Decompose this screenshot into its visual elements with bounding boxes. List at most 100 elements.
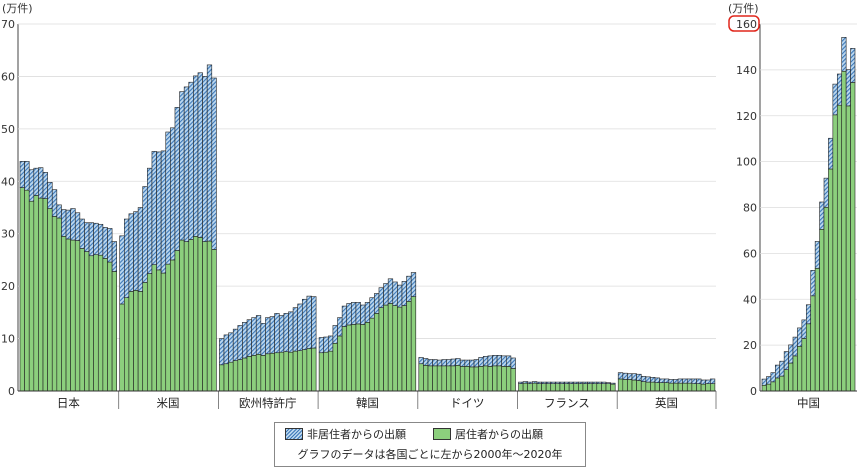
bar-resident bbox=[686, 382, 693, 392]
y-tick-label: 80 bbox=[743, 202, 757, 215]
bar-resident bbox=[823, 206, 829, 392]
bar-nonresident bbox=[38, 167, 44, 199]
legend-item-nonresident: 非居住者からの出願 bbox=[285, 426, 406, 442]
bar-resident bbox=[591, 383, 598, 392]
bar-nonresident bbox=[288, 311, 294, 353]
bar-nonresident bbox=[810, 270, 816, 297]
bar-nonresident bbox=[328, 335, 334, 352]
bar-nonresident bbox=[522, 381, 529, 384]
bar-nonresident bbox=[418, 357, 424, 365]
bar-nonresident bbox=[423, 358, 429, 366]
bar-resident bbox=[640, 381, 647, 392]
bar-nonresident bbox=[819, 201, 825, 230]
bar-nonresident bbox=[383, 283, 389, 306]
bar-nonresident bbox=[455, 358, 461, 366]
bar-nonresident bbox=[823, 177, 829, 208]
bar-nonresident bbox=[42, 172, 48, 199]
bar-resident bbox=[766, 383, 772, 392]
bar-resident bbox=[211, 249, 217, 392]
bar-nonresident bbox=[850, 48, 856, 83]
category-label: 韓国 bbox=[356, 396, 379, 410]
bar-nonresident bbox=[845, 69, 851, 107]
bar-nonresident bbox=[107, 228, 113, 263]
y-tick-label: 0 bbox=[750, 385, 757, 398]
bar-nonresident bbox=[501, 355, 507, 367]
bar-resident bbox=[28, 200, 35, 392]
bar-resident bbox=[496, 365, 502, 392]
bar-resident bbox=[174, 250, 180, 392]
bar-nonresident bbox=[341, 305, 348, 327]
bar-resident bbox=[292, 350, 298, 392]
bar-resident bbox=[532, 382, 538, 392]
bar-resident bbox=[74, 240, 81, 392]
bar-resident bbox=[288, 351, 294, 392]
bar-resident bbox=[51, 216, 58, 392]
bar-resident bbox=[446, 365, 452, 392]
bar-resident bbox=[541, 383, 547, 392]
bar-nonresident bbox=[482, 356, 489, 367]
bar-resident bbox=[705, 383, 711, 392]
bar-nonresident bbox=[301, 298, 308, 350]
bar-resident bbox=[828, 168, 834, 392]
bar-resident bbox=[193, 236, 199, 392]
bar-resident bbox=[464, 366, 470, 392]
bar-resident bbox=[170, 259, 176, 392]
bar-nonresident bbox=[128, 213, 134, 292]
bar-nonresident bbox=[788, 344, 794, 364]
bar-resident bbox=[459, 366, 466, 392]
bar-nonresident bbox=[297, 303, 303, 351]
bar-nonresident bbox=[659, 378, 665, 383]
bar-resident bbox=[42, 198, 48, 392]
bar-resident bbox=[783, 369, 789, 392]
bar-nonresident bbox=[473, 359, 479, 368]
bar-nonresident bbox=[691, 378, 697, 384]
bar-nonresident bbox=[401, 281, 407, 306]
bar-resident bbox=[700, 383, 706, 392]
bar-resident bbox=[223, 363, 229, 392]
bar-nonresident bbox=[406, 275, 412, 302]
bar-nonresident bbox=[346, 303, 352, 326]
bar-resident bbox=[206, 240, 213, 392]
bar-nonresident bbox=[206, 64, 213, 242]
y-tick-label: 0 bbox=[8, 385, 15, 398]
bar-nonresident bbox=[51, 189, 58, 217]
bar-resident bbox=[364, 322, 371, 392]
bar-nonresident bbox=[596, 381, 602, 384]
bar-nonresident bbox=[545, 381, 552, 384]
bar-resident bbox=[788, 362, 794, 392]
bar-nonresident bbox=[251, 317, 257, 356]
bar-resident bbox=[228, 361, 234, 392]
bar-resident bbox=[492, 365, 498, 392]
bar-nonresident bbox=[469, 359, 475, 368]
bar-nonresident bbox=[228, 332, 234, 363]
bar-resident bbox=[133, 290, 139, 392]
bar-nonresident bbox=[446, 359, 452, 367]
bar-nonresident bbox=[555, 381, 561, 384]
legend-note: グラフのデータは各国ごとに左から2000年〜2020年 bbox=[297, 448, 563, 461]
bar-nonresident bbox=[79, 218, 85, 249]
bar-nonresident bbox=[536, 381, 542, 384]
bar-nonresident bbox=[33, 167, 39, 196]
bar-resident bbox=[627, 379, 633, 392]
y-tick-label: 70 bbox=[1, 18, 15, 31]
bar-resident bbox=[582, 383, 588, 392]
bar-resident bbox=[659, 382, 665, 392]
y-tick-label: 60 bbox=[743, 247, 757, 260]
bar-nonresident bbox=[88, 222, 94, 257]
bar-resident bbox=[814, 267, 820, 392]
bar-resident bbox=[761, 384, 767, 392]
bar-resident bbox=[397, 306, 403, 392]
bar-nonresident bbox=[505, 355, 512, 367]
category-label: フランス bbox=[544, 396, 590, 410]
bar-nonresident bbox=[337, 317, 343, 337]
bar-resident bbox=[269, 352, 275, 392]
bar-nonresident bbox=[636, 373, 642, 381]
bar-resident bbox=[450, 365, 456, 392]
bar-nonresident bbox=[246, 319, 252, 357]
bar-resident bbox=[610, 383, 616, 392]
bar-resident bbox=[97, 254, 104, 392]
bar-resident bbox=[636, 380, 642, 392]
bar-resident bbox=[578, 383, 584, 392]
bar-resident bbox=[436, 365, 443, 392]
y-tick-label: 30 bbox=[1, 228, 15, 241]
